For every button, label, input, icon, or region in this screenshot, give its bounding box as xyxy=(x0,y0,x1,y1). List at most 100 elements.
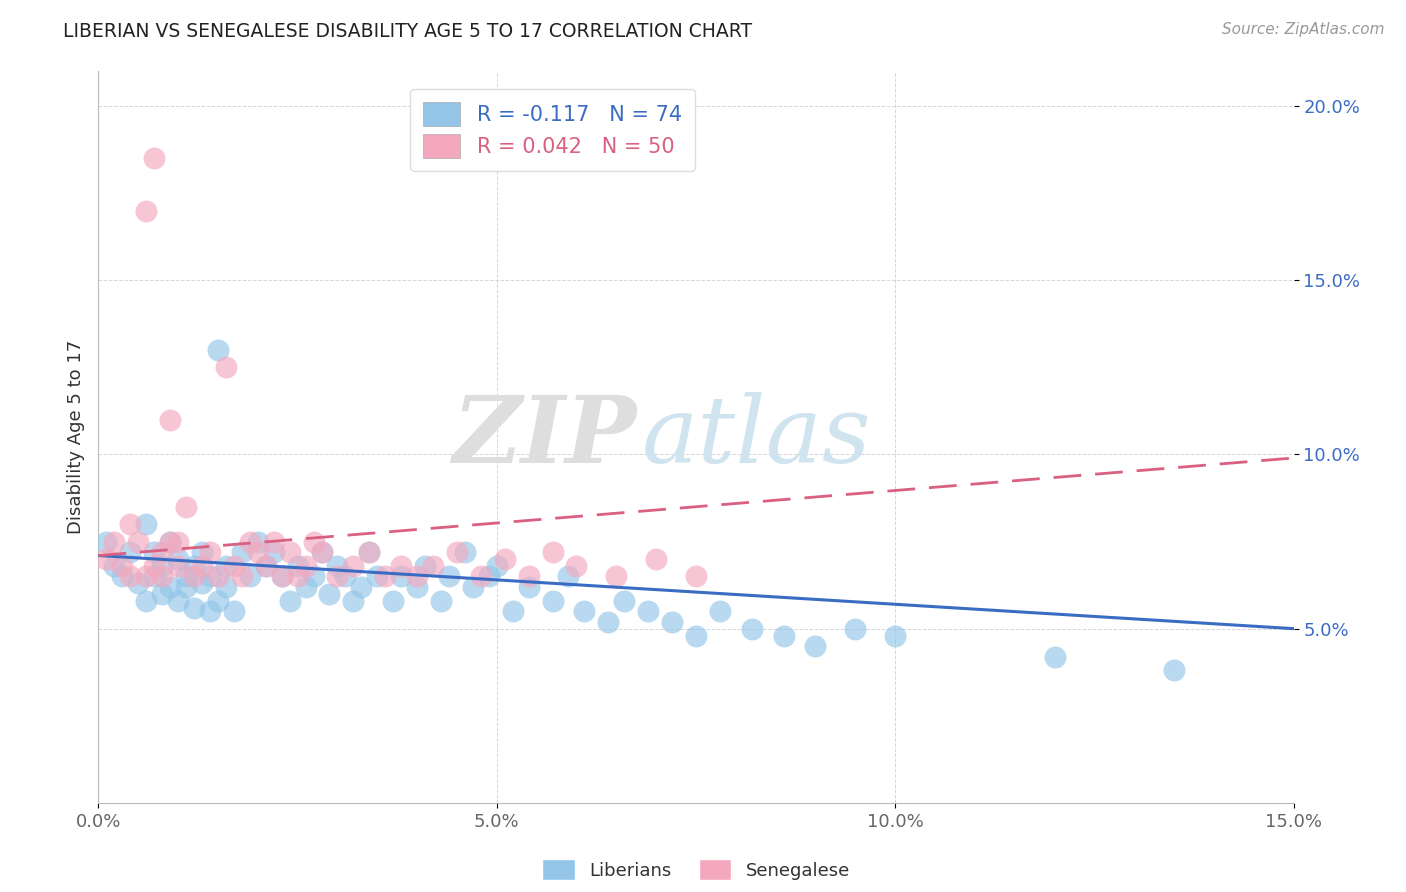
Point xyxy=(326,569,349,583)
Legend: Liberians, Senegalese: Liberians, Senegalese xyxy=(536,852,856,888)
Point xyxy=(254,558,277,573)
Point xyxy=(350,580,373,594)
Point xyxy=(278,594,301,608)
Point xyxy=(637,604,659,618)
Point xyxy=(254,558,277,573)
Point xyxy=(207,594,229,608)
Point xyxy=(541,594,564,608)
Point xyxy=(430,594,453,608)
Point xyxy=(159,412,181,426)
Point xyxy=(120,545,142,559)
Point xyxy=(342,558,364,573)
Point xyxy=(150,545,173,559)
Point xyxy=(382,594,405,608)
Point xyxy=(127,576,149,591)
Point xyxy=(191,576,214,591)
Point xyxy=(183,600,205,615)
Point xyxy=(246,545,269,559)
Point xyxy=(517,580,540,594)
Point xyxy=(150,558,173,573)
Point xyxy=(159,534,181,549)
Text: Source: ZipAtlas.com: Source: ZipAtlas.com xyxy=(1222,22,1385,37)
Point xyxy=(135,594,157,608)
Point xyxy=(198,569,221,583)
Point xyxy=(215,580,238,594)
Point xyxy=(741,622,763,636)
Point xyxy=(485,558,508,573)
Point xyxy=(135,517,157,532)
Point xyxy=(406,580,429,594)
Point xyxy=(103,534,125,549)
Point xyxy=(270,569,292,583)
Point xyxy=(613,594,636,608)
Point xyxy=(287,558,309,573)
Point xyxy=(685,629,707,643)
Point xyxy=(222,558,245,573)
Point xyxy=(366,569,388,583)
Point xyxy=(302,569,325,583)
Point xyxy=(174,569,197,583)
Point xyxy=(103,558,125,573)
Point xyxy=(311,545,333,559)
Point xyxy=(502,604,524,618)
Point xyxy=(335,569,357,583)
Point xyxy=(598,615,620,629)
Point xyxy=(231,545,253,559)
Point xyxy=(198,545,221,559)
Point xyxy=(374,569,396,583)
Text: ZIP: ZIP xyxy=(451,392,637,482)
Point xyxy=(406,569,429,583)
Point xyxy=(1043,649,1066,664)
Point xyxy=(135,203,157,218)
Point xyxy=(183,569,205,583)
Y-axis label: Disability Age 5 to 17: Disability Age 5 to 17 xyxy=(66,340,84,534)
Point xyxy=(159,580,181,594)
Point xyxy=(557,569,579,583)
Point xyxy=(191,545,214,559)
Point xyxy=(517,569,540,583)
Text: atlas: atlas xyxy=(643,392,872,482)
Point xyxy=(174,500,197,514)
Point xyxy=(461,580,484,594)
Point xyxy=(574,604,596,618)
Point xyxy=(246,534,269,549)
Point xyxy=(359,545,381,559)
Point xyxy=(167,558,190,573)
Point xyxy=(120,569,142,583)
Point xyxy=(143,152,166,166)
Point xyxy=(342,594,364,608)
Point xyxy=(1163,664,1185,678)
Point xyxy=(167,534,190,549)
Point xyxy=(494,552,516,566)
Point xyxy=(167,594,190,608)
Point xyxy=(709,604,731,618)
Point xyxy=(167,552,190,566)
Point xyxy=(215,360,238,375)
Point xyxy=(685,569,707,583)
Point xyxy=(470,569,492,583)
Point xyxy=(326,558,349,573)
Point xyxy=(294,580,316,594)
Point xyxy=(359,545,381,559)
Point xyxy=(437,569,460,583)
Point xyxy=(111,569,134,583)
Point xyxy=(605,569,627,583)
Point xyxy=(150,569,173,583)
Point xyxy=(844,622,866,636)
Point xyxy=(311,545,333,559)
Point xyxy=(270,569,292,583)
Point xyxy=(294,558,316,573)
Point xyxy=(263,534,285,549)
Point xyxy=(318,587,340,601)
Point xyxy=(150,587,173,601)
Point xyxy=(389,569,412,583)
Point xyxy=(159,534,181,549)
Point xyxy=(143,545,166,559)
Point xyxy=(413,558,436,573)
Point xyxy=(143,569,166,583)
Point xyxy=(454,545,477,559)
Point xyxy=(207,343,229,357)
Point xyxy=(183,558,205,573)
Point xyxy=(174,580,197,594)
Point xyxy=(96,534,118,549)
